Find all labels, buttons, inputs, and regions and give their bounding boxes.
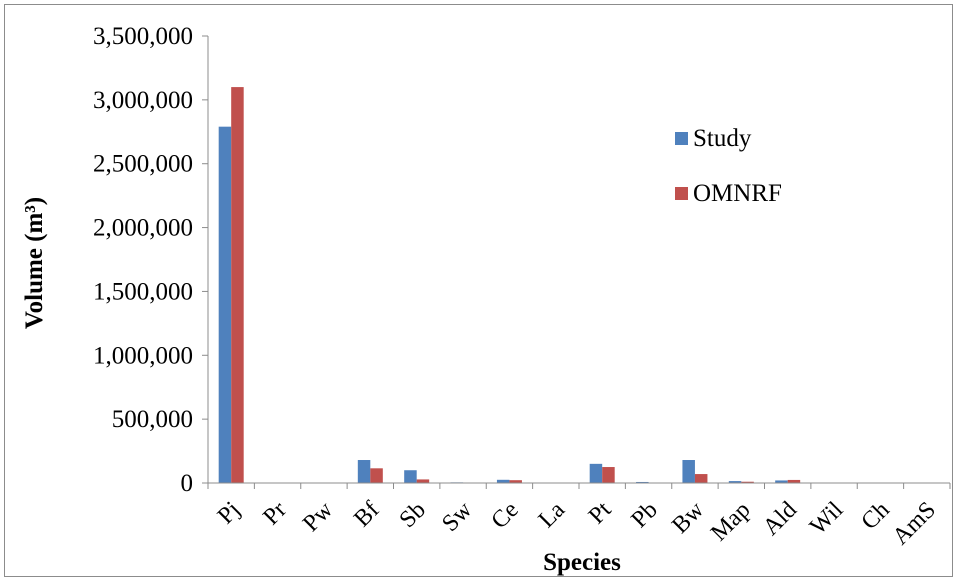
x-tick-label: Bf (349, 497, 384, 532)
bar-omnrf-ald (787, 479, 801, 483)
x-tick-label: Pr (258, 497, 291, 530)
axes (207, 36, 950, 484)
x-tick-label: Pj (213, 497, 246, 530)
bar-omnrf-sb (416, 479, 430, 483)
bar-omnrf-bf (370, 468, 383, 483)
y-axis-title: Volume (m³) (21, 197, 48, 329)
x-tick-label: AmS (888, 497, 941, 550)
x-tick-label: Bw (667, 496, 709, 538)
x-tick-label: Wil (805, 497, 848, 540)
x-tick-label: Ce (486, 497, 523, 534)
x-tick-label: Map (706, 497, 755, 546)
legend-swatch-omnrf (675, 187, 688, 200)
y-tick-label: 500,000 (112, 406, 193, 433)
chart-frame: 0 500,000 1,000,000 1,500,000 2,000,000 2,500… (4, 4, 953, 577)
y-tick-label: 2,000,000 (93, 215, 193, 242)
legend-label-study: Study (693, 125, 752, 152)
legend: Study OMNRF (675, 125, 782, 207)
bars (218, 87, 801, 484)
x-tick-label: La (534, 497, 571, 534)
bar-study-pj (218, 126, 232, 484)
x-tick-label: Pw (298, 496, 339, 537)
y-tick-label: 1,500,000 (93, 278, 193, 305)
x-tick-label: Pb (626, 497, 662, 533)
bar-study-pb (636, 481, 649, 483)
bar-omnrf-pj (231, 87, 244, 483)
x-tick-label: Sw (437, 496, 478, 537)
y-tick-label: 3,000,000 (93, 87, 193, 114)
y-tick-label: 0 (181, 470, 194, 497)
legend-swatch-study (675, 132, 688, 145)
bar-study-ald (775, 480, 788, 483)
bar-study-bw (682, 460, 695, 483)
x-axis-title: Species (543, 549, 621, 576)
y-tick-label: 2,500,000 (93, 151, 193, 178)
bar-omnrf-bw (694, 474, 708, 483)
bar-omnrf-pt (602, 467, 615, 483)
bar-study-sb (404, 470, 417, 483)
x-tick-label: Ald (758, 497, 802, 541)
bar-chart: 0 500,000 1,000,000 1,500,000 2,000,000 2,500… (21, 23, 951, 576)
bar-study-bf (357, 460, 371, 483)
y-tick-label: 3,500,000 (93, 23, 193, 50)
bar-study-pt (589, 463, 603, 483)
bar-study-ce (496, 479, 510, 483)
legend-label-omnrf: OMNRF (693, 180, 782, 207)
y-tick-label: 1,000,000 (93, 342, 193, 369)
bar-omnrf-ce (509, 480, 522, 483)
x-tick-label: Pt (584, 497, 617, 530)
x-tick-label: Sb (395, 497, 431, 533)
bar-omnrf-map (741, 481, 754, 483)
bar-study-map (728, 481, 742, 483)
y-axis-ticks: 0 500,000 1,000,000 1,500,000 2,000,000 2,500… (93, 23, 208, 497)
